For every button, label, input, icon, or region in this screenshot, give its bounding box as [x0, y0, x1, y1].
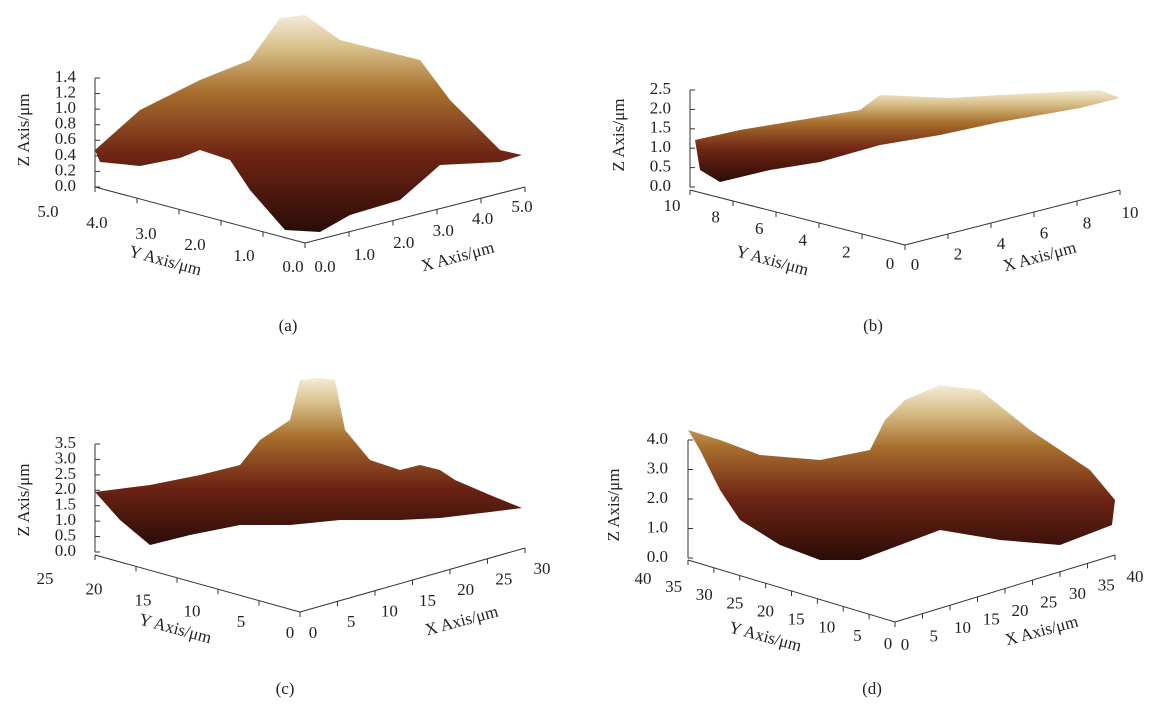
y-tick-label: 15: [788, 610, 805, 629]
x-tick-label: 30: [1069, 584, 1086, 603]
x-tick-label: 10: [1122, 203, 1139, 222]
y-tick-label: 20: [757, 601, 774, 620]
z-axis-label: Z Axis/μm: [604, 469, 623, 542]
y-tick-label: 2.0: [184, 235, 205, 254]
y-tick-label: 0.0: [282, 257, 303, 276]
x-tick-label: 8: [1083, 213, 1092, 232]
z-tick-label: 0.0: [647, 547, 668, 566]
caption: (d): [862, 679, 882, 698]
z-tick-label: 1.4: [55, 67, 77, 86]
x-tick-label: 40: [1127, 567, 1144, 586]
surface-a: [95, 15, 522, 232]
y-tick-label: 10: [664, 196, 681, 215]
y-tick-label: 4.0: [86, 213, 107, 232]
x-tick-label: 2: [954, 245, 963, 264]
y-tick-label: 5: [237, 612, 246, 631]
x-tick-label: 0: [911, 255, 920, 274]
x-tick-label: 4.0: [472, 209, 493, 228]
z-axis-label: Z Axis/μm: [14, 94, 33, 167]
x-tick-label: 20: [457, 580, 474, 599]
y-tick-label: 0: [886, 254, 895, 273]
y-tick-label: 10: [818, 618, 835, 637]
x-tick-label: 4: [997, 234, 1006, 253]
y-tick-label: 3.0: [135, 224, 156, 243]
y-tick-label: 20: [86, 580, 103, 599]
y-axis: [690, 190, 905, 245]
caption: (a): [279, 316, 298, 335]
x-tick-label: 1.0: [354, 245, 375, 264]
y-tick-label: 8: [711, 208, 720, 227]
y-tick-label: 1.0: [233, 246, 254, 265]
z-tick-label: 3.0: [647, 458, 668, 477]
z-tick-label: 1.5: [650, 118, 671, 137]
x-tick-label: 0: [309, 623, 318, 642]
y-tick-label: 25: [37, 569, 54, 588]
x-tick-label: 20: [1012, 601, 1029, 620]
x-tick-label: 2.0: [393, 233, 414, 252]
y-tick-label: 30: [696, 585, 713, 604]
y-tick-label: 0: [286, 623, 295, 642]
x-axis-label: X Axis/μm: [1001, 238, 1078, 276]
z-tick-label: 2.5: [650, 79, 671, 98]
y-tick-label: 0: [884, 634, 893, 653]
x-tick-label: 10: [381, 602, 398, 621]
x-tick-label: 5: [347, 612, 356, 631]
surface-c: [95, 378, 522, 545]
x-tick-label: 10: [954, 618, 971, 637]
y-tick-label: 15: [135, 591, 152, 610]
z-axis-label: Z Axis/μm: [609, 99, 628, 172]
z-tick-label: 2.0: [647, 488, 668, 507]
y-tick-label: 5.0: [37, 202, 58, 221]
surface-b: [695, 90, 1120, 182]
x-tick-label: 5.0: [511, 197, 532, 216]
y-tick-label: 4: [799, 231, 808, 250]
z-tick-label: 3.5: [55, 433, 76, 452]
y-tick-label: 40: [635, 569, 652, 588]
y-tick-label: 25: [726, 593, 743, 612]
caption: (c): [276, 679, 295, 698]
x-tick-label: 0: [901, 635, 910, 654]
x-tick-label: 0.0: [314, 257, 335, 276]
z-tick-label: 0.5: [650, 157, 671, 176]
y-tick-label: 35: [665, 577, 682, 596]
x-tick-label: 6: [1040, 224, 1049, 243]
x-tick-label: 3.0: [433, 221, 454, 240]
surface-d: [688, 385, 1115, 560]
x-tick-label: 25: [495, 570, 512, 589]
caption: (b): [863, 316, 883, 335]
z-tick-label: 1.0: [647, 517, 668, 536]
y-tick-label: 6: [755, 219, 764, 238]
z-tick-label: 2.0: [650, 98, 671, 117]
x-tick-label: 30: [534, 559, 551, 578]
z-tick-label: 1.0: [650, 137, 671, 156]
z-tick-label: 4.0: [647, 429, 668, 448]
figure: 0.00.20.40.60.81.01.21.45.04.03.02.01.00…: [0, 0, 1152, 711]
y-tick-label: 2: [842, 242, 851, 261]
x-tick-label: 35: [1098, 575, 1115, 594]
x-tick-label: 15: [983, 609, 1000, 628]
z-tick-label: 0.0: [650, 176, 671, 195]
y-tick-label: 10: [184, 601, 201, 620]
y-axis-label: Y Axis/μm: [137, 610, 214, 648]
x-tick-label: 5: [930, 626, 939, 645]
x-tick-label: 25: [1040, 592, 1057, 611]
y-tick-label: 5: [853, 626, 862, 645]
x-axis-label: X Axis/μm: [419, 238, 496, 276]
z-axis-label: Z Axis/μm: [14, 464, 33, 537]
x-tick-label: 15: [419, 591, 436, 610]
